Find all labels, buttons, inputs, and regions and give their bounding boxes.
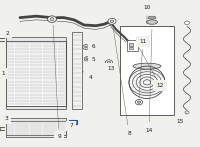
Circle shape	[48, 16, 56, 22]
Bar	[6, 41, 66, 106]
Bar	[120, 26, 174, 115]
Circle shape	[110, 20, 114, 23]
Text: 8: 8	[113, 27, 131, 136]
Circle shape	[107, 61, 111, 64]
Ellipse shape	[148, 16, 156, 19]
Circle shape	[133, 72, 161, 93]
Text: 14: 14	[145, 29, 153, 133]
Bar	[69, 120, 77, 124]
Circle shape	[84, 57, 90, 61]
Text: 15: 15	[176, 112, 187, 124]
Text: 4: 4	[82, 71, 93, 80]
Text: 3: 3	[4, 115, 8, 121]
Bar	[6, 121, 66, 135]
Bar	[129, 43, 133, 46]
Text: 5: 5	[90, 57, 95, 62]
Text: 7: 7	[69, 123, 73, 128]
Circle shape	[105, 60, 113, 65]
Bar	[6, 135, 66, 137]
Text: 1: 1	[1, 71, 6, 76]
Circle shape	[143, 80, 151, 85]
Bar	[6, 106, 66, 109]
Circle shape	[140, 77, 154, 88]
Text: 6: 6	[89, 44, 95, 49]
Bar	[6, 37, 66, 41]
Circle shape	[185, 111, 189, 114]
Text: 12: 12	[139, 48, 164, 88]
Text: 13: 13	[107, 65, 115, 71]
Circle shape	[83, 45, 89, 49]
Text: 11: 11	[139, 39, 147, 97]
Circle shape	[185, 21, 189, 25]
Text: 10: 10	[143, 5, 151, 24]
Bar	[72, 32, 82, 109]
Ellipse shape	[146, 20, 158, 24]
Circle shape	[85, 46, 87, 48]
Circle shape	[86, 58, 88, 60]
Bar	[6, 118, 66, 121]
Circle shape	[135, 100, 143, 105]
Text: 2: 2	[5, 31, 9, 36]
Circle shape	[136, 74, 158, 90]
Bar	[129, 47, 133, 49]
Bar	[127, 40, 138, 51]
Circle shape	[0, 127, 1, 130]
Text: 9: 9	[53, 25, 61, 139]
Ellipse shape	[133, 63, 161, 69]
Circle shape	[137, 101, 141, 103]
Circle shape	[108, 18, 116, 24]
Circle shape	[129, 69, 165, 96]
Circle shape	[50, 18, 54, 21]
